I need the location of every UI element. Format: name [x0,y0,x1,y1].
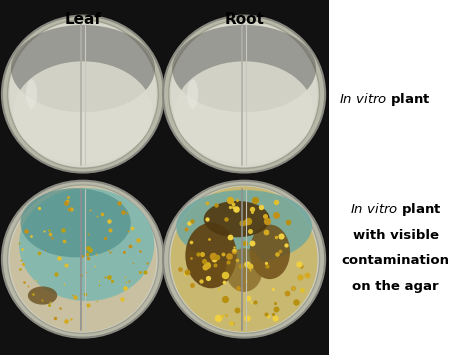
Ellipse shape [171,186,318,332]
Text: Leaf: Leaf [64,12,101,27]
Ellipse shape [226,248,263,292]
Text: $\it{In\ vitro}$ plant: $\it{In\ vitro}$ plant [350,201,442,218]
Ellipse shape [0,179,166,339]
Ellipse shape [250,225,290,279]
Text: $\it{In\ vitro}$ plant: $\it{In\ vitro}$ plant [339,91,431,108]
Ellipse shape [163,181,325,338]
Ellipse shape [169,20,319,168]
Ellipse shape [163,16,325,173]
Ellipse shape [172,25,316,112]
Ellipse shape [174,61,314,163]
Ellipse shape [171,21,318,167]
Text: on the agar: on the agar [353,280,439,293]
Ellipse shape [2,181,164,338]
Ellipse shape [161,179,327,339]
Ellipse shape [19,188,154,301]
Bar [0,0,329,355]
Ellipse shape [26,80,37,109]
Ellipse shape [176,190,312,263]
Ellipse shape [2,16,164,173]
Ellipse shape [204,201,270,237]
Ellipse shape [9,186,156,332]
Ellipse shape [8,20,158,168]
Ellipse shape [187,80,198,109]
Text: contamination: contamination [342,254,450,267]
Ellipse shape [0,14,166,174]
Text: Root: Root [224,12,264,27]
Ellipse shape [9,21,156,167]
Ellipse shape [28,286,57,305]
Ellipse shape [11,25,155,112]
Ellipse shape [169,185,319,333]
Ellipse shape [20,188,131,257]
Ellipse shape [8,185,158,333]
Ellipse shape [185,223,237,288]
Ellipse shape [161,14,327,174]
Ellipse shape [13,61,153,163]
Text: with visible: with visible [353,229,439,241]
